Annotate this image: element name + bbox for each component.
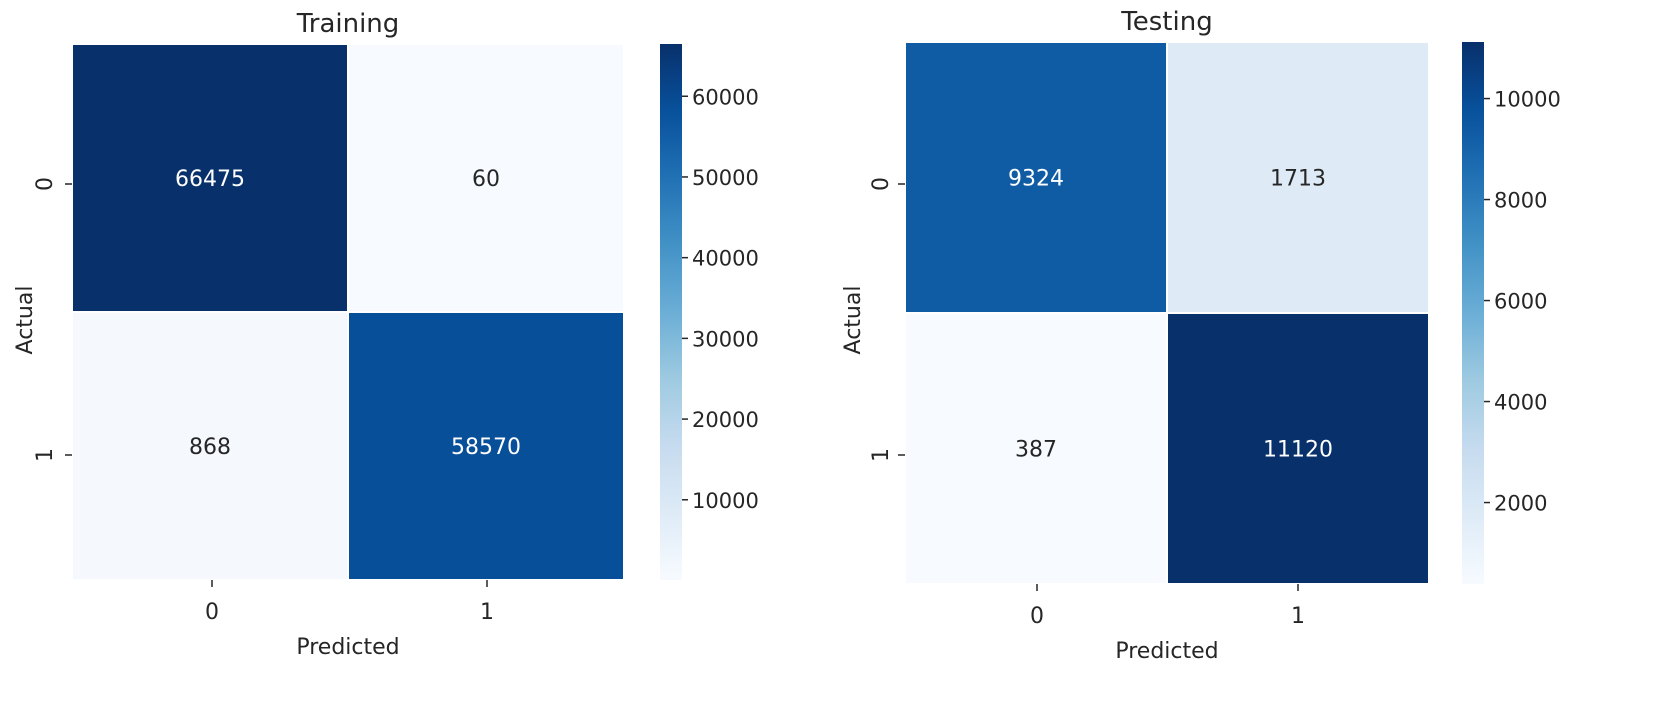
training-cell-1-1 [347,311,625,581]
testing-ylabel: Actual [841,286,866,355]
testing-cell-0-1 [1166,41,1430,314]
testing-cell-label-1-0: 387 [1015,438,1057,463]
training-colorbar-tick-4: 50000 [692,166,759,190]
training-cell-1-0 [71,311,349,581]
training-cell-label-0-0: 66475 [175,167,245,192]
testing-colorbar [1462,42,1484,584]
testing-cell-1-1 [1166,312,1430,585]
training-cell-label-1-1: 58570 [451,435,521,460]
training-cell-label-0-1: 60 [472,167,500,192]
testing-title: Testing [1120,7,1212,37]
training-cell-label-1-0: 868 [189,435,231,460]
testing-colorbar-tick-4: 10000 [1494,88,1561,112]
training-ytick-0: 0 [33,177,58,191]
training-panel: Training 66475 60 868 58570 Actual Predicte… [13,9,759,660]
testing-cell-label-0-1: 1713 [1270,167,1326,192]
testing-cell-0-0 [904,41,1168,314]
testing-xtick-1: 1 [1291,604,1305,629]
testing-ytick-1: 1 [869,448,894,462]
training-heatmap-cells: 66475 60 868 58570 [71,43,625,581]
testing-colorbar-tick-3: 8000 [1494,189,1547,213]
training-colorbar [660,44,682,580]
training-colorbar-tick-3: 40000 [692,247,759,271]
training-colorbar-ticks: 10000 20000 30000 40000 50000 60000 [682,85,759,513]
training-xtick-1: 1 [480,600,494,625]
training-cell-0-0 [71,43,349,313]
testing-colorbar-ticks: 2000 4000 6000 8000 10000 [1484,88,1561,516]
training-cell-0-1 [347,43,625,313]
testing-cell-label-1-1: 11120 [1263,438,1333,463]
training-xtick-0: 0 [205,600,219,625]
training-colorbar-tick-5: 60000 [692,85,759,109]
training-colorbar-tick-1: 20000 [692,408,759,432]
training-ylabel: Actual [13,286,38,355]
testing-colorbar-tick-2: 6000 [1494,290,1547,314]
testing-heatmap-cells: 9324 1713 387 11120 [904,41,1430,585]
testing-xlabel: Predicted [1115,639,1218,664]
testing-ytick-0: 0 [869,177,894,191]
testing-panel: Testing 9324 1713 387 11120 Actual Predicte… [841,7,1561,664]
testing-cell-label-0-0: 9324 [1008,167,1064,192]
testing-colorbar-tick-1: 4000 [1494,391,1547,415]
testing-xtick-0: 0 [1030,604,1044,629]
training-colorbar-tick-0: 10000 [692,489,759,513]
training-ytick-1: 1 [33,448,58,462]
training-title: Training [296,9,400,39]
training-xlabel: Predicted [296,635,399,660]
testing-cell-1-0 [904,312,1168,585]
training-colorbar-tick-2: 30000 [692,327,759,351]
testing-colorbar-tick-0: 2000 [1494,492,1547,516]
